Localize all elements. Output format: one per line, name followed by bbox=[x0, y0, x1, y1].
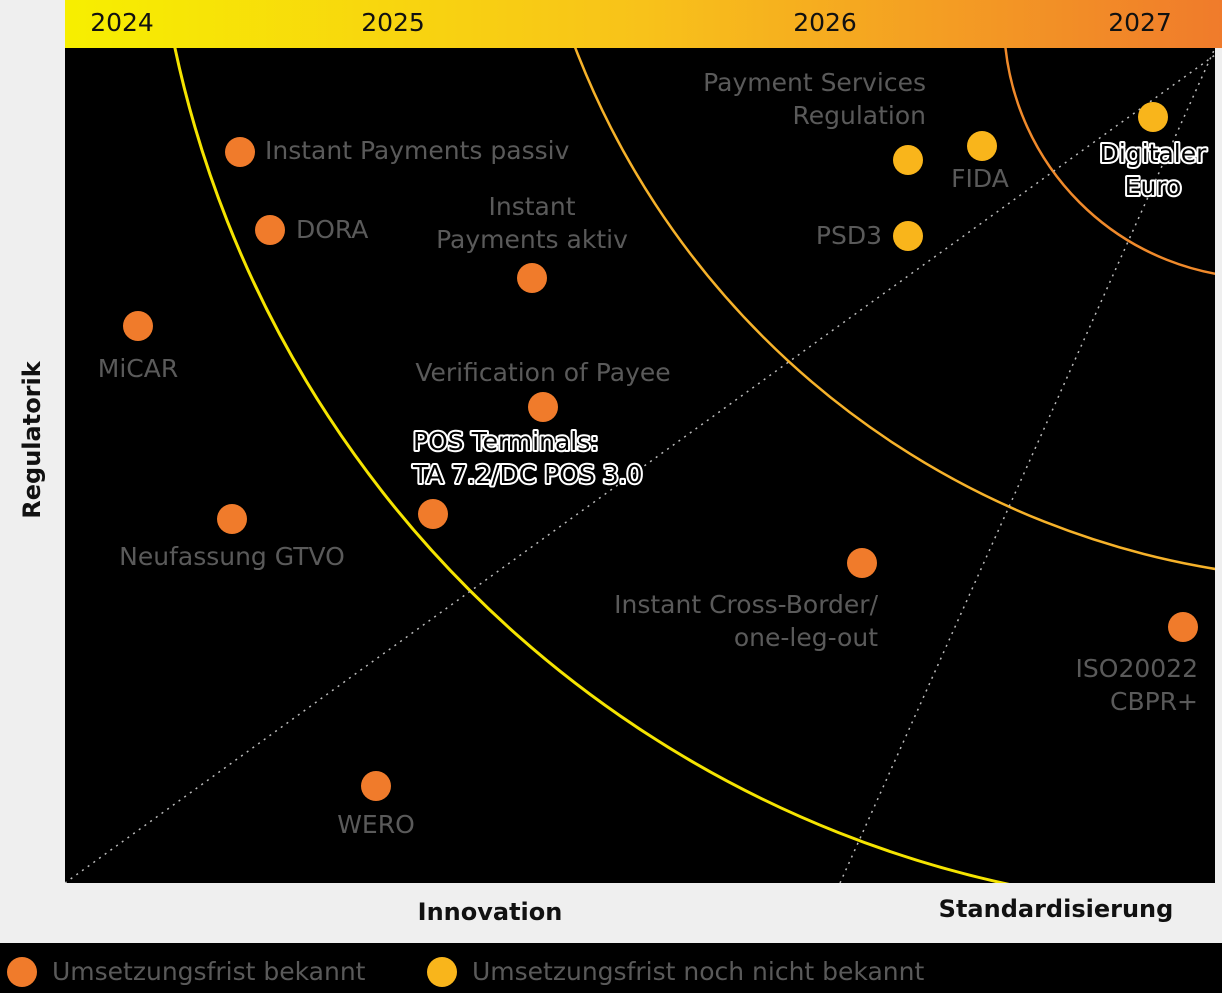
node-label: WERO bbox=[337, 810, 415, 839]
node-label: MiCAR bbox=[98, 354, 178, 383]
node-dot bbox=[893, 145, 923, 175]
year-bar bbox=[65, 0, 1222, 48]
node-label: Regulation bbox=[793, 101, 927, 130]
node-label: Instant Cross-Border/ bbox=[614, 590, 878, 619]
node-dot bbox=[528, 392, 558, 422]
rings bbox=[65, 48, 1215, 883]
node-dot bbox=[255, 215, 285, 245]
node-label: Euro bbox=[1125, 172, 1182, 201]
node-dot bbox=[517, 263, 547, 293]
node-label: DORA bbox=[296, 215, 368, 244]
year-label: 2027 bbox=[1108, 8, 1172, 37]
node-dot bbox=[967, 131, 997, 161]
legend-bar bbox=[0, 943, 1222, 993]
node-label: one-leg-out bbox=[734, 623, 878, 652]
year-label: 2026 bbox=[793, 8, 857, 37]
x-axis-label: Standardisierung bbox=[939, 895, 1174, 923]
node-label: PSD3 bbox=[816, 221, 882, 250]
node-label: Neufassung GTVO bbox=[119, 542, 345, 571]
node-label: ISO20022 bbox=[1076, 654, 1198, 683]
node-label: Verification of Payee bbox=[415, 358, 670, 387]
node-dot bbox=[225, 137, 255, 167]
node-dot bbox=[847, 548, 877, 578]
node-label: Payments aktiv bbox=[436, 225, 628, 254]
node-label: Instant bbox=[488, 192, 575, 221]
node-label: POS Terminals: bbox=[413, 427, 599, 456]
node-dot bbox=[418, 499, 448, 529]
node-dot bbox=[1138, 102, 1168, 132]
node-dot bbox=[123, 311, 153, 341]
node-dot bbox=[1168, 612, 1198, 642]
node-label: Instant Payments passiv bbox=[265, 136, 570, 165]
x-axis-label: Innovation bbox=[418, 898, 563, 926]
node-label: Payment Services bbox=[703, 68, 926, 97]
legend-label: Umsetzungsfrist bekannt bbox=[52, 957, 366, 986]
legend-dot bbox=[7, 957, 37, 987]
node-dot bbox=[217, 504, 247, 534]
node-label: CBPR+ bbox=[1110, 687, 1198, 716]
year-label: 2024 bbox=[90, 8, 154, 37]
node-dot bbox=[361, 771, 391, 801]
node-label: TA 7.2/DC POS 3.0 bbox=[412, 460, 643, 489]
legend-label: Umsetzungsfrist noch nicht bekannt bbox=[472, 957, 924, 986]
guide-line bbox=[65, 54, 1215, 883]
node-label: Digitaler bbox=[1100, 139, 1207, 168]
node-dot bbox=[893, 221, 923, 251]
node-label: FIDA bbox=[951, 164, 1009, 193]
y-axis-label: Regulatorik bbox=[18, 360, 46, 518]
year-label: 2025 bbox=[361, 8, 425, 37]
plot-area bbox=[65, 48, 1215, 883]
legend-dot bbox=[427, 957, 457, 987]
